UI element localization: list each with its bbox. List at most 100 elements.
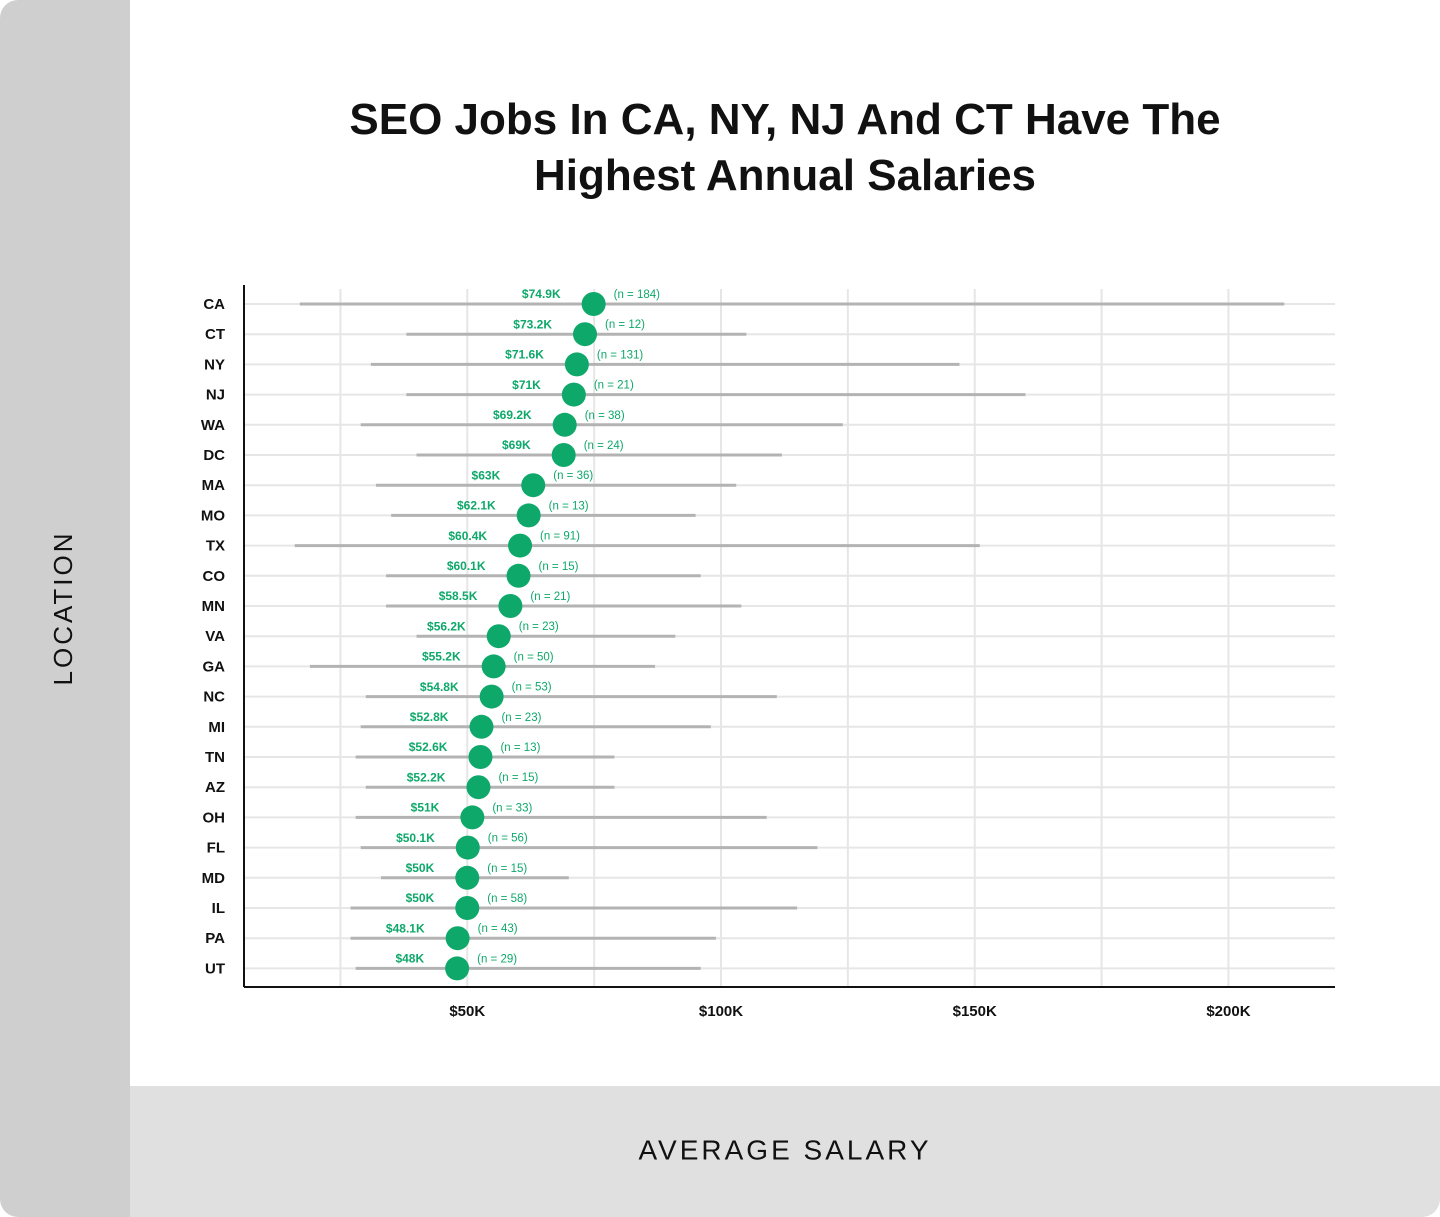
value-label: $50K <box>406 861 435 875</box>
side-band <box>0 0 130 1217</box>
y-tick-label: TN <box>205 749 225 766</box>
value-label: $60.4K <box>448 529 487 543</box>
n-label: (n = 15) <box>487 863 527 875</box>
y-tick-label: AZ <box>205 779 225 796</box>
n-label: (n = 23) <box>519 621 559 633</box>
y-tick-label: CA <box>203 296 225 313</box>
n-label: (n = 38) <box>585 410 625 422</box>
dot <box>445 926 470 951</box>
dot <box>552 412 577 437</box>
value-label: $63K <box>472 468 501 482</box>
x-tick-label: $150K <box>953 1003 997 1020</box>
y-tick-label: DC <box>203 447 225 464</box>
n-label: (n = 15) <box>498 772 538 784</box>
value-label: $52.2K <box>407 770 446 784</box>
y-tick-label: MO <box>201 507 225 524</box>
n-label: (n = 13) <box>549 500 589 512</box>
dot <box>508 533 533 558</box>
n-label: (n = 131) <box>597 349 644 361</box>
bottom-band <box>130 1086 1440 1217</box>
value-label: $50.1K <box>396 831 435 845</box>
value-label: $50K <box>406 891 435 905</box>
dot <box>561 382 586 407</box>
chart-title: SEO Jobs In CA, NY, NJ And CT Have The H… <box>349 95 1221 200</box>
dot <box>455 896 480 920</box>
y-tick-label: UT <box>205 960 225 977</box>
n-label: (n = 24) <box>584 440 624 452</box>
y-tick-label: OH <box>203 809 226 826</box>
n-label: (n = 13) <box>500 742 540 754</box>
x-tick-label: $50K <box>449 1003 485 1020</box>
n-label: (n = 50) <box>514 651 554 663</box>
value-label: $58.5K <box>439 589 478 603</box>
dot <box>486 624 511 649</box>
y-tick-label: MI <box>208 719 225 736</box>
y-tick-label: NJ <box>206 387 225 404</box>
n-label: (n = 53) <box>512 682 552 694</box>
value-label: $71.6K <box>505 348 544 362</box>
y-tick-label: MN <box>202 598 225 615</box>
value-label: $60.1K <box>447 559 486 573</box>
dot <box>468 745 493 769</box>
dot <box>516 503 541 528</box>
value-label: $48K <box>395 952 424 966</box>
n-label: (n = 36) <box>553 470 593 482</box>
dot <box>498 594 523 618</box>
y-tick-label: IL <box>212 900 225 917</box>
value-label: $74.9K <box>522 287 561 301</box>
y-tick-label: PA <box>205 930 225 947</box>
dot <box>460 805 485 830</box>
n-label: (n = 21) <box>594 380 634 392</box>
n-label: (n = 12) <box>605 319 645 331</box>
dot <box>469 714 494 739</box>
y-tick-label: WA <box>201 417 225 434</box>
dot <box>455 835 480 860</box>
value-label: $55.2K <box>422 650 461 664</box>
n-label: (n = 56) <box>488 833 528 845</box>
value-label: $56.2K <box>427 619 466 633</box>
n-label: (n = 43) <box>478 923 518 935</box>
n-label: (n = 91) <box>540 531 580 543</box>
y-tick-label: GA <box>203 658 226 675</box>
n-label: (n = 58) <box>487 893 527 905</box>
value-label: $73.2K <box>513 317 552 331</box>
dot <box>479 684 504 709</box>
y-tick-label: TX <box>206 538 225 555</box>
dot <box>551 443 576 467</box>
value-label: $52.6K <box>409 740 448 754</box>
y-tick-label: MD <box>202 870 225 887</box>
x-tick-label: $100K <box>699 1003 743 1020</box>
value-label: $71K <box>512 378 541 392</box>
value-label: $52.8K <box>410 710 449 724</box>
dot <box>506 563 531 588</box>
value-label: $48.1K <box>386 921 425 935</box>
dot <box>581 292 606 316</box>
n-label: (n = 21) <box>530 591 570 603</box>
y-tick-label: NC <box>203 689 225 706</box>
y-axis-title: LOCATION <box>48 531 78 686</box>
y-tick-label: CT <box>205 326 225 343</box>
n-label: (n = 23) <box>501 712 541 724</box>
value-label: $69K <box>502 438 531 452</box>
y-tick-label: FL <box>207 840 225 857</box>
value-label: $62.1K <box>457 499 496 513</box>
dot <box>564 352 589 377</box>
value-label: $54.8K <box>420 680 459 694</box>
y-tick-label: CO <box>203 568 226 585</box>
n-label: (n = 29) <box>477 953 517 965</box>
dot <box>455 865 480 890</box>
dot <box>466 775 491 800</box>
dot <box>445 956 470 981</box>
value-label: $51K <box>411 801 440 815</box>
y-tick-label: MA <box>202 477 225 494</box>
y-tick-label: NY <box>204 356 225 373</box>
dot <box>573 322 598 347</box>
dot <box>481 654 506 679</box>
n-label: (n = 15) <box>539 561 579 573</box>
y-tick-label: VA <box>205 628 225 645</box>
x-tick-label: $200K <box>1206 1003 1250 1020</box>
value-label: $69.2K <box>493 408 532 422</box>
x-axis-title: AVERAGE SALARY <box>638 1134 931 1165</box>
